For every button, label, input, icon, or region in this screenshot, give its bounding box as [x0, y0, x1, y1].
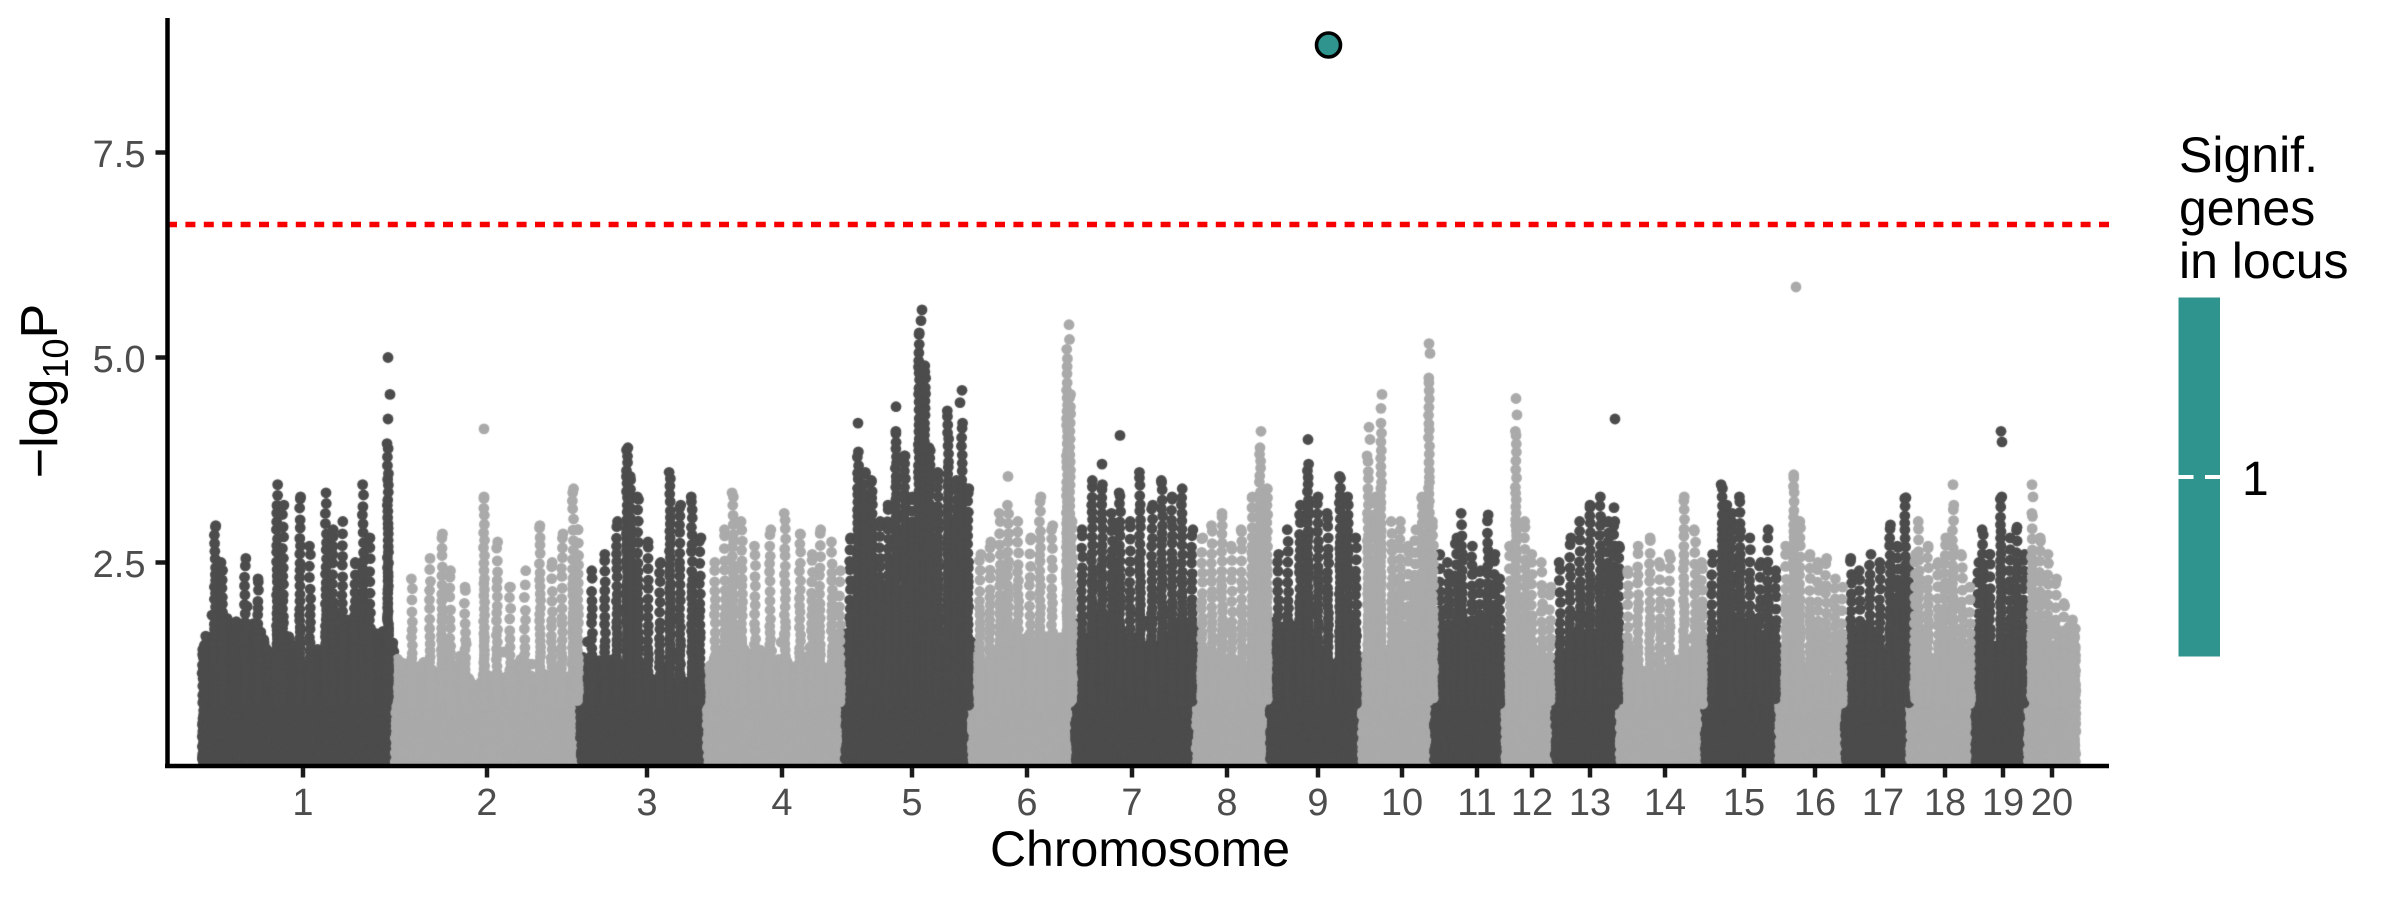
svg-text:genes: genes: [2179, 180, 2315, 236]
svg-text:4: 4: [771, 782, 792, 824]
svg-text:1: 1: [292, 782, 313, 824]
svg-text:18: 18: [1924, 782, 1966, 824]
svg-text:14: 14: [1644, 782, 1686, 824]
svg-text:7.5: 7.5: [93, 134, 146, 176]
svg-text:15: 15: [1723, 782, 1765, 824]
svg-text:16: 16: [1794, 782, 1836, 824]
svg-text:5: 5: [901, 782, 922, 824]
svg-text:13: 13: [1569, 782, 1611, 824]
svg-text:Chromosome: Chromosome: [990, 821, 1290, 877]
svg-text:6: 6: [1016, 782, 1037, 824]
svg-text:20: 20: [2031, 782, 2073, 824]
svg-text:−log10P: −log10P: [11, 304, 76, 479]
svg-text:2: 2: [476, 782, 497, 824]
svg-text:17: 17: [1862, 782, 1904, 824]
svg-text:Signif.: Signif.: [2179, 127, 2318, 183]
svg-text:19: 19: [1982, 782, 2024, 824]
svg-text:8: 8: [1216, 782, 1237, 824]
svg-text:5.0: 5.0: [93, 339, 146, 381]
svg-text:7: 7: [1121, 782, 1142, 824]
svg-text:12: 12: [1511, 782, 1553, 824]
svg-text:in locus: in locus: [2179, 233, 2349, 289]
svg-text:11: 11: [1457, 782, 1496, 824]
svg-text:3: 3: [636, 782, 657, 824]
svg-text:2.5: 2.5: [93, 544, 146, 586]
svg-text:10: 10: [1381, 782, 1423, 824]
svg-text:1: 1: [2242, 453, 2269, 506]
svg-text:9: 9: [1307, 782, 1328, 824]
